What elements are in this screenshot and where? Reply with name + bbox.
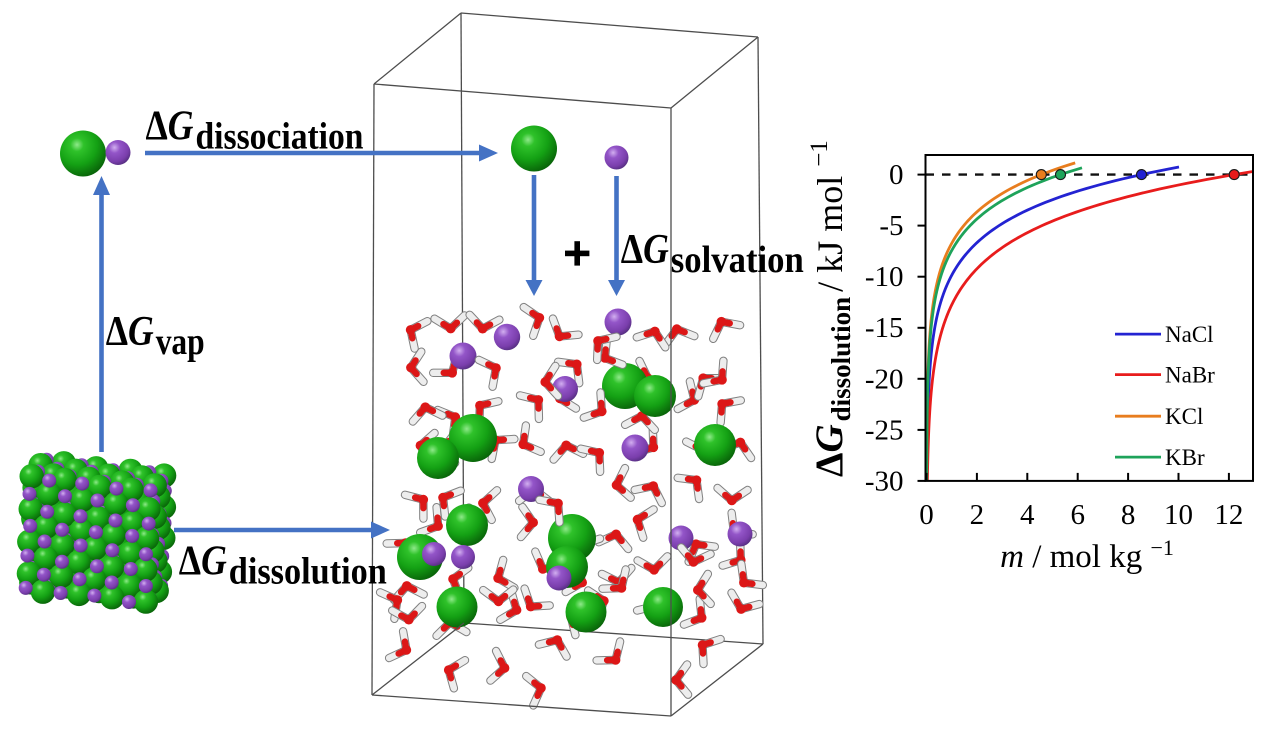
svg-text:KBr: KBr	[1165, 445, 1205, 470]
svg-text:ΔGsolvation: ΔGsolvation	[621, 227, 804, 281]
svg-text:6: 6	[1070, 499, 1085, 531]
svg-text:-15: -15	[865, 312, 904, 344]
svg-text:0: 0	[919, 499, 934, 531]
svg-text:ΔGdissociation: ΔGdissociation	[146, 103, 364, 157]
svg-text:KCl: KCl	[1165, 404, 1203, 429]
svg-text:NaBr: NaBr	[1165, 363, 1215, 388]
svg-text:8: 8	[1121, 499, 1136, 531]
svg-text:-5: -5	[879, 210, 903, 242]
svg-text:2: 2	[970, 499, 985, 531]
svg-text:10: 10	[1164, 499, 1193, 531]
svg-text:12: 12	[1214, 499, 1243, 531]
svg-text:NaCl: NaCl	[1165, 322, 1214, 347]
svg-text:ΔGdissolution: ΔGdissolution	[179, 538, 387, 592]
svg-text:0: 0	[889, 159, 904, 191]
svg-text:ΔGdissolution/ kJ mol −1: ΔGdissolution/ kJ mol −1	[806, 140, 856, 477]
svg-text:-25: -25	[865, 414, 904, 446]
svg-text:-10: -10	[865, 261, 904, 293]
svg-text:ΔGvap: ΔGvap	[106, 309, 205, 363]
svg-text:m / mol kg −1: m / mol kg −1	[1000, 535, 1174, 575]
svg-text:-20: -20	[865, 363, 904, 395]
svg-text:-30: -30	[865, 465, 904, 497]
svg-text:4: 4	[1020, 499, 1035, 531]
